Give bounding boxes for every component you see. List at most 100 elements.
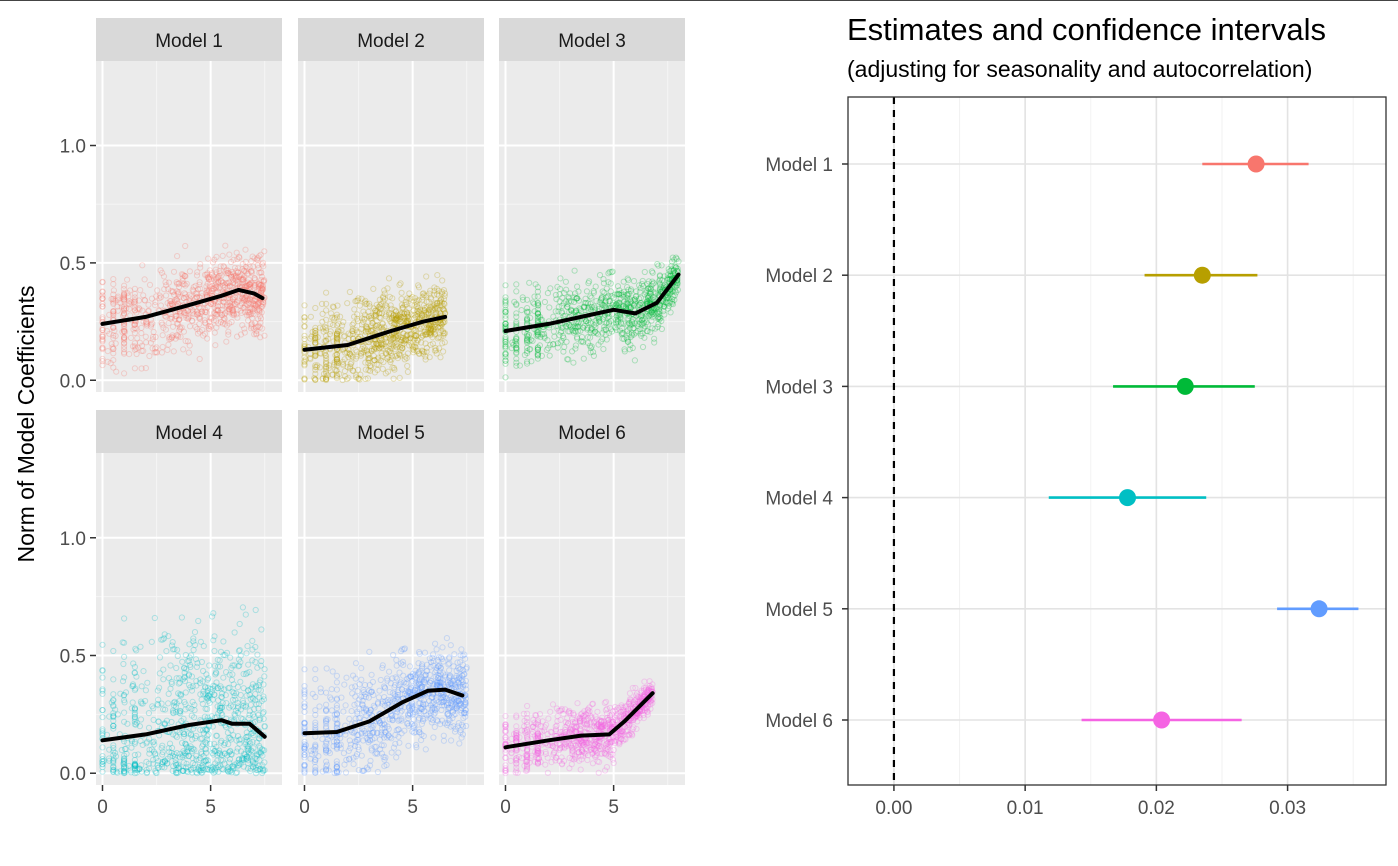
data-point <box>110 295 117 303</box>
data-point <box>439 699 446 706</box>
data-point <box>259 752 266 759</box>
data-point <box>196 304 203 311</box>
data-point <box>534 331 542 338</box>
data-point <box>513 735 520 742</box>
data-point <box>528 358 535 365</box>
data-point <box>234 280 241 287</box>
data-point <box>544 754 551 761</box>
data-point <box>143 769 150 777</box>
data-point <box>631 300 639 307</box>
data-point <box>242 295 249 302</box>
data-point <box>329 303 337 310</box>
data-point <box>208 314 215 321</box>
data-point <box>442 672 449 679</box>
data-point <box>526 346 533 353</box>
data-point <box>253 764 260 771</box>
data-point <box>411 315 418 322</box>
data-point <box>502 334 509 341</box>
data-point <box>186 342 193 349</box>
data-point <box>434 299 441 306</box>
data-point <box>197 691 204 698</box>
data-point <box>423 348 430 355</box>
data-point <box>251 283 258 290</box>
data-point <box>431 328 438 335</box>
data-point <box>220 651 227 659</box>
data-point <box>319 375 326 382</box>
data-point <box>434 657 441 664</box>
data-point <box>226 270 233 277</box>
data-point <box>261 759 268 766</box>
data-point <box>560 348 567 355</box>
data-point <box>446 678 453 685</box>
data-point <box>260 768 267 775</box>
data-point <box>99 730 106 737</box>
data-point <box>355 329 362 336</box>
data-point <box>99 758 106 765</box>
data-point <box>173 332 180 339</box>
data-point <box>601 303 608 310</box>
data-point <box>218 311 226 318</box>
data-point <box>244 279 251 286</box>
data-point <box>405 712 412 719</box>
data-point <box>202 726 209 733</box>
data-point <box>437 334 444 341</box>
data-point <box>237 761 244 768</box>
data-point <box>189 286 196 293</box>
data-point <box>597 745 604 752</box>
data-point <box>181 272 188 279</box>
data-point <box>133 325 140 332</box>
data-point <box>388 345 395 352</box>
data-point <box>242 756 250 763</box>
data-point <box>308 333 315 340</box>
data-point <box>312 327 319 334</box>
data-point <box>237 706 244 713</box>
data-point <box>385 275 393 282</box>
data-point <box>534 744 541 752</box>
panel-background <box>96 453 282 785</box>
data-point <box>218 278 225 285</box>
data-point <box>370 722 377 729</box>
data-point <box>252 691 259 698</box>
data-point <box>446 667 453 674</box>
data-point <box>395 317 402 324</box>
data-point <box>646 682 653 689</box>
data-point <box>608 738 616 746</box>
data-point <box>221 750 228 757</box>
data-point <box>383 305 390 312</box>
data-point <box>636 282 643 289</box>
data-point <box>531 719 538 726</box>
data-point <box>301 766 308 773</box>
data-point <box>171 299 178 306</box>
data-point <box>580 355 587 362</box>
data-point <box>252 606 259 614</box>
data-point <box>416 310 423 317</box>
data-point <box>180 767 187 775</box>
data-point <box>216 707 223 714</box>
data-point <box>592 713 599 720</box>
data-point <box>224 269 232 276</box>
data-point <box>430 699 437 706</box>
data-point <box>402 688 409 695</box>
data-point <box>245 661 252 668</box>
data-point <box>531 300 538 307</box>
data-point <box>379 320 386 328</box>
data-point <box>194 294 201 301</box>
data-point <box>222 692 229 699</box>
data-point <box>397 681 404 688</box>
data-point <box>234 733 242 740</box>
data-point <box>427 326 434 333</box>
data-point <box>606 741 613 748</box>
data-point <box>433 682 440 689</box>
data-point <box>576 740 583 747</box>
data-point <box>555 303 562 311</box>
data-point <box>625 338 632 345</box>
data-point <box>205 323 212 330</box>
data-point <box>592 753 599 761</box>
data-point <box>134 767 141 774</box>
data-point <box>121 769 128 776</box>
data-point <box>337 741 344 748</box>
data-point <box>397 679 404 686</box>
data-point <box>131 294 138 301</box>
y-tick-label: 0.5 <box>60 254 86 275</box>
data-point <box>449 708 456 715</box>
